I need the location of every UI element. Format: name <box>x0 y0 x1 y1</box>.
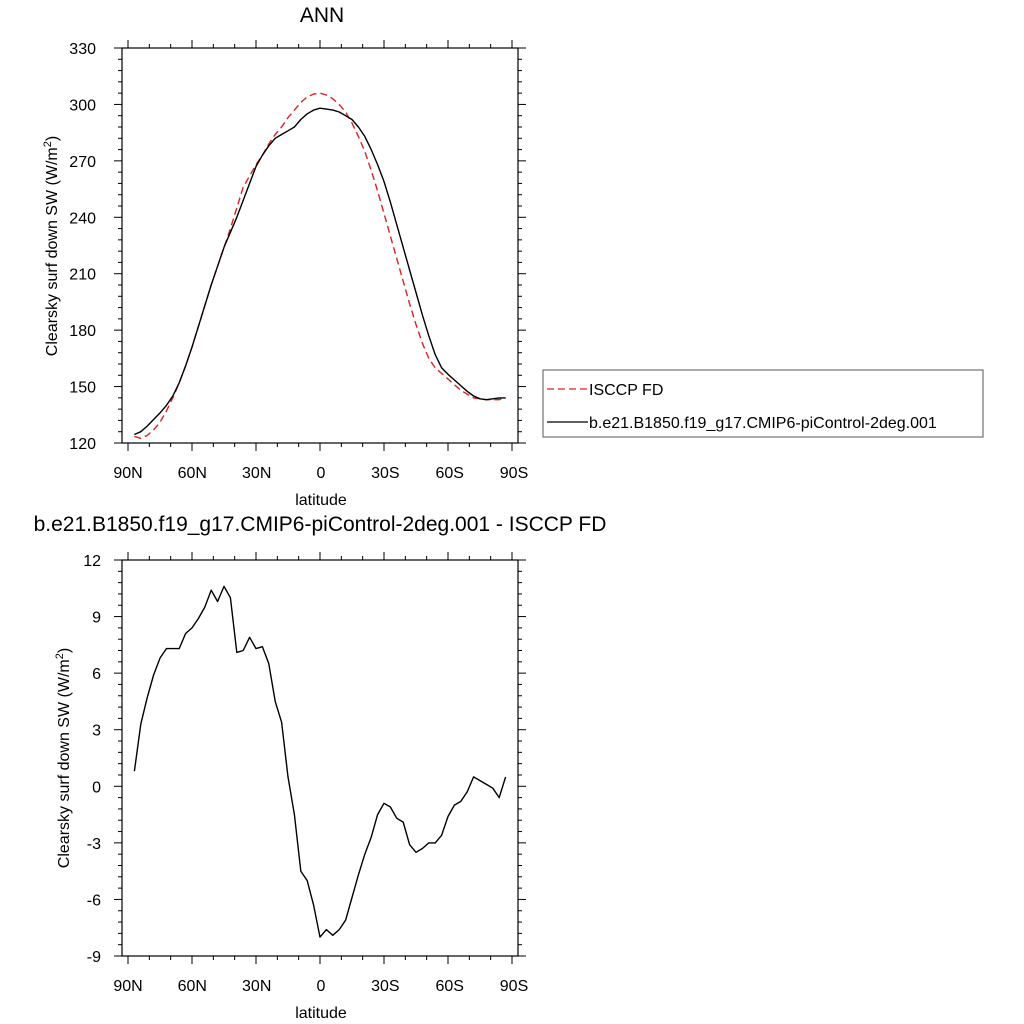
legend-label-model: b.e21.B1850.f19_g17.CMIP6-piControl-2deg… <box>589 415 937 432</box>
x-tick-label: 30S <box>371 978 399 995</box>
chart-panel-top: ANN 330 300 270 240 210 180 150 120 90N … <box>42 4 984 509</box>
y-tick-label: 210 <box>69 267 96 284</box>
x-tick-labels-bottom: 90N 60N 30N 0 30S 60S 90S <box>113 978 528 995</box>
y-axis-label-bottom: Clearsky surf down SW (W/m2) <box>54 648 73 868</box>
x-tick-label: 60N <box>178 465 207 482</box>
series-lines-bottom <box>133 585 507 938</box>
y-axis-label-main: Clearsky surf down SW (W/m <box>44 147 61 356</box>
series-line-model <box>134 107 506 436</box>
chart-panel-bottom: b.e21.B1850.f19_g17.CMIP6-piControl-2deg… <box>34 513 607 1022</box>
legend-label-isccp: ISCCP FD <box>589 382 663 399</box>
chart-title-top: ANN <box>300 4 344 27</box>
y-tick-label: 9 <box>92 610 101 627</box>
y-axis-label-close: ) <box>44 136 61 141</box>
y-tick-label: 0 <box>92 779 101 796</box>
x-tick-label: 60N <box>178 978 207 995</box>
x-tick-label: 0 <box>317 465 326 482</box>
x-axis-label-bottom: latitude <box>295 1005 347 1022</box>
legend: ISCCP FD b.e21.B1850.f19_g17.CMIP6-piCon… <box>542 369 984 438</box>
y-tick-label: -3 <box>87 836 101 853</box>
y-axis-label-superscript: 2 <box>54 653 66 659</box>
y-axis-label-top: Clearsky surf down SW (W/m2) <box>42 136 61 356</box>
x-tick-label: 60S <box>435 978 463 995</box>
y-axis-label-close: ) <box>56 648 73 653</box>
x-tick-label: 60S <box>435 465 463 482</box>
x-axis-label-top: latitude <box>295 492 347 509</box>
y-tick-label: 330 <box>69 41 96 58</box>
x-tick-label: 30N <box>242 978 271 995</box>
x-tick-label: 90S <box>500 978 528 995</box>
y-tick-label: -9 <box>87 949 101 966</box>
series-line-model <box>133 585 507 938</box>
y-tick-labels-top: 330 300 270 240 210 180 150 120 <box>69 41 96 453</box>
x-tick-label: 90N <box>113 978 142 995</box>
x-tick-label: 90N <box>113 465 142 482</box>
y-tick-label: 270 <box>69 154 96 171</box>
x-tick-label: 30S <box>371 465 399 482</box>
legend-box <box>542 369 984 438</box>
y-tick-label: 150 <box>69 380 96 397</box>
x-tick-labels-top: 90N 60N 30N 0 30S 60S 90S <box>113 465 528 482</box>
chart-title-bottom: b.e21.B1850.f19_g17.CMIP6-piControl-2deg… <box>34 513 607 536</box>
y-tick-label: 240 <box>69 210 96 227</box>
tick-marks-top <box>114 40 526 451</box>
y-tick-label: 12 <box>83 553 101 570</box>
x-tick-label: 90S <box>500 465 528 482</box>
y-axis-label-main: Clearsky surf down SW (W/m <box>56 659 73 868</box>
y-tick-label: -6 <box>87 892 101 909</box>
x-tick-label: 30N <box>242 465 271 482</box>
x-tick-label: 0 <box>317 978 326 995</box>
tick-marks-bottom <box>114 552 526 964</box>
y-tick-labels-bottom: 12 9 6 3 0 -3 -6 -9 <box>83 553 101 966</box>
y-tick-label: 3 <box>92 723 101 740</box>
y-axis-label-superscript: 2 <box>42 141 54 147</box>
y-tick-label: 120 <box>69 436 96 453</box>
y-tick-label: 6 <box>92 666 101 683</box>
y-tick-label: 300 <box>69 97 96 114</box>
y-tick-label: 180 <box>69 323 96 340</box>
series-lines-top <box>134 92 506 439</box>
